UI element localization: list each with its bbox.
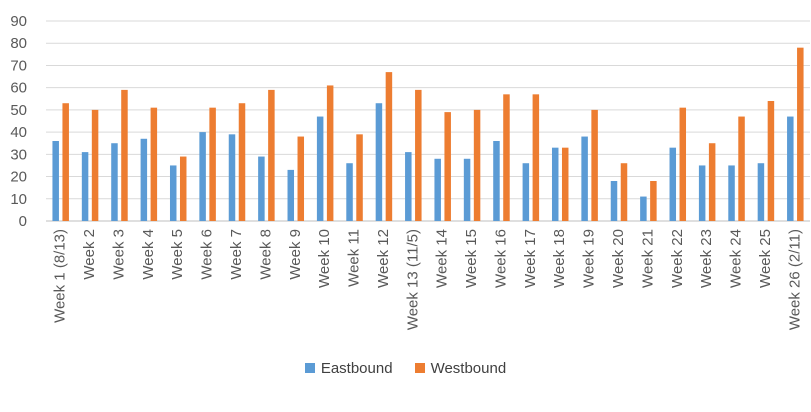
bar-eastbound-week-3 (111, 143, 118, 221)
x-tick-label-week-22: Week 22 (669, 229, 686, 288)
x-tick-label-week-14: Week 14 (434, 229, 451, 288)
bar-eastbound-week-15 (463, 158, 471, 221)
legend-label-westbound: Westbound (430, 359, 507, 377)
bar-eastbound-week-20 (610, 181, 618, 221)
x-tick-label-week-21: Week 21 (639, 229, 656, 288)
bar-eastbound-week-5 (169, 165, 177, 221)
legend-swatch-eastbound (304, 363, 315, 373)
x-tick-label-week-5: Week 5 (169, 229, 186, 280)
x-tick-label-week-2: Week 2 (81, 229, 98, 280)
y-tick-label-20: 20 (10, 169, 27, 186)
y-tick-label-90: 90 (10, 13, 27, 30)
x-tick-label-week-3: Week 3 (110, 229, 127, 280)
legend-swatch-westbound (414, 363, 425, 373)
legend-label-eastbound: Eastbound (320, 359, 393, 377)
y-tick-label-10: 10 (10, 191, 27, 208)
x-tick-label-week-10: Week 10 (316, 229, 333, 288)
legend-item-eastbound: Eastbound (304, 359, 393, 377)
bar-westbound-week-13-11-5 (415, 89, 422, 221)
bar-westbound-week-7 (238, 103, 246, 221)
y-tick-label-30: 30 (10, 146, 27, 163)
y-tick-label-70: 70 (10, 57, 27, 74)
bar-westbound-week-21 (650, 181, 657, 221)
bar-westbound-week-25 (767, 101, 775, 221)
y-tick-label-80: 80 (10, 35, 27, 52)
x-tick-label-week-18: Week 18 (551, 229, 568, 288)
bar-westbound-week-8 (268, 89, 275, 221)
bar-eastbound-week-16 (493, 141, 500, 221)
bar-westbound-week-16 (503, 94, 510, 221)
bar-eastbound-week-23 (698, 165, 706, 221)
bar-westbound-week-14 (444, 112, 451, 221)
bar-westbound-week-6 (209, 107, 216, 221)
x-tick-label-week-7: Week 7 (228, 229, 245, 280)
bar-eastbound-week-22 (669, 147, 677, 221)
bar-westbound-week-19 (591, 109, 598, 221)
x-tick-label-week-11: Week 11 (346, 229, 363, 287)
bar-eastbound-week-1-8-13 (52, 141, 59, 221)
y-tick-label-60: 60 (10, 80, 27, 97)
bar-eastbound-week-25 (757, 163, 765, 221)
bar-eastbound-week-26-2-11 (787, 116, 794, 221)
bar-eastbound-week-6 (199, 132, 206, 221)
x-tick-label-week-1-8-13: Week 1 (8/13) (52, 229, 69, 323)
bar-eastbound-week-7 (228, 134, 236, 221)
bar-eastbound-week-17 (522, 163, 530, 221)
x-tick-label-week-12: Week 12 (375, 229, 392, 288)
bar-eastbound-week-2 (81, 152, 89, 221)
bar-eastbound-week-18 (551, 147, 559, 221)
bar-westbound-week-15 (473, 109, 481, 221)
bar-eastbound-week-19 (581, 136, 588, 221)
bar-eastbound-week-14 (434, 158, 441, 221)
bar-westbound-week-11 (356, 134, 363, 221)
bar-westbound-week-9 (297, 136, 305, 221)
legend: Eastbound Westbound (0, 356, 811, 380)
bar-eastbound-week-12 (375, 103, 383, 221)
bar-westbound-week-20 (620, 163, 628, 221)
x-tick-label-week-13-11-5: Week 13 (11/5) (404, 229, 421, 330)
bar-westbound-week-24 (738, 116, 745, 221)
bar-eastbound-week-8 (258, 156, 265, 221)
bar-westbound-week-18 (561, 147, 569, 221)
x-tick-label-week-23: Week 23 (698, 229, 715, 288)
bar-eastbound-week-13-11-5 (405, 152, 412, 221)
bar-eastbound-week-9 (287, 169, 295, 221)
x-tick-label-week-17: Week 17 (522, 229, 539, 288)
bar-eastbound-week-21 (640, 196, 647, 221)
bar-westbound-week-10 (326, 85, 334, 221)
bar-westbound-week-12 (385, 72, 393, 221)
x-tick-label-week-25: Week 25 (757, 229, 774, 288)
x-tick-label-week-16: Week 16 (492, 229, 509, 288)
bar-westbound-week-4 (150, 107, 158, 221)
y-tick-label-40: 40 (10, 124, 27, 141)
bar-westbound-week-1-8-13 (62, 103, 69, 221)
x-tick-label-week-4: Week 4 (140, 229, 157, 280)
bar-eastbound-week-4 (140, 138, 148, 221)
x-tick-label-week-15: Week 15 (463, 229, 480, 288)
bar-westbound-week-23 (708, 143, 716, 221)
y-tick-label-0: 0 (19, 213, 27, 230)
x-tick-label-week-6: Week 6 (199, 229, 216, 280)
bar-eastbound-week-11 (346, 163, 353, 221)
x-tick-label-week-20: Week 20 (610, 229, 627, 288)
y-tick-label-50: 50 (10, 102, 27, 119)
x-tick-label-week-26-2-11: Week 26 (2/11) (786, 229, 803, 330)
bar-westbound-week-22 (679, 107, 687, 221)
x-tick-label-week-8: Week 8 (257, 229, 274, 280)
bar-westbound-week-3 (121, 89, 128, 221)
bar-westbound-week-26-2-11 (797, 47, 804, 221)
bar-eastbound-week-10 (316, 116, 324, 221)
bar-westbound-week-17 (532, 94, 540, 221)
bar-westbound-week-2 (91, 109, 99, 221)
x-tick-label-week-24: Week 24 (728, 229, 745, 288)
x-tick-label-week-19: Week 19 (581, 229, 598, 288)
legend-item-westbound: Westbound (414, 359, 507, 377)
bar-eastbound-week-24 (728, 165, 735, 221)
x-tick-label-week-9: Week 9 (287, 229, 304, 280)
bar-westbound-week-5 (179, 156, 187, 221)
